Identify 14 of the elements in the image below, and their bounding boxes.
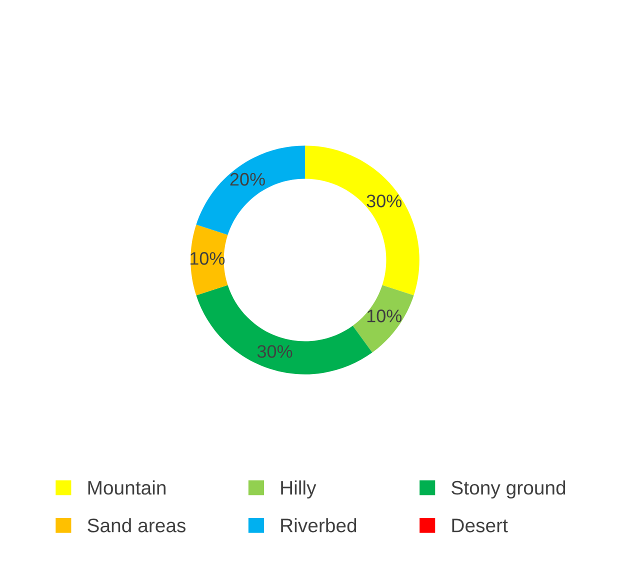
legend-label: Hilly	[281, 480, 316, 499]
donut-slice	[196, 146, 305, 235]
donut-slice	[352, 285, 414, 353]
legend-label: Desert	[452, 518, 508, 532]
legend-label: Stony ground	[452, 480, 566, 499]
data-label: 20%	[230, 172, 265, 186]
legend-label: Sand areas	[88, 518, 186, 532]
data-label: 30%	[366, 194, 402, 208]
data-label: 10%	[367, 310, 402, 322]
legend-label: Riverbed	[281, 518, 356, 532]
donut-slice	[305, 146, 420, 296]
legend-label: Mountain	[88, 480, 166, 495]
donut-slice	[190, 224, 228, 296]
data-label: 30%	[257, 345, 292, 358]
